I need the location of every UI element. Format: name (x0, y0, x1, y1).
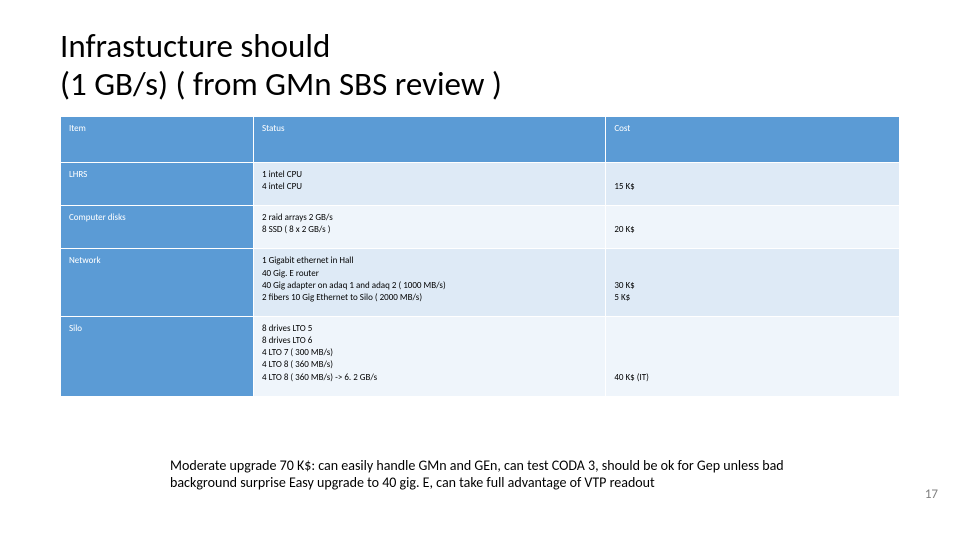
cell-status: 1 Gigabit ethernet in Hall 40 Gig. E rou… (253, 249, 605, 317)
infra-table: Item Status Cost LHRS 1 intel CPU 4 inte… (60, 116, 900, 397)
col-cost: Cost (606, 116, 900, 162)
summary-text: Moderate upgrade 70 K$: can easily handl… (170, 458, 810, 492)
cell-item: LHRS (61, 162, 254, 205)
table-row: Silo 8 drives LTO 5 8 drives LTO 6 4 LTO… (61, 317, 900, 397)
table-header-row: Item Status Cost (61, 116, 900, 162)
cell-cost: 30 K$ 5 K$ (606, 249, 900, 317)
slide-title: Infrastucture should (1 GB/s) ( from GMn… (60, 28, 900, 104)
cell-item: Silo (61, 317, 254, 397)
cell-cost: 20 K$ (606, 206, 900, 249)
cell-status: 8 drives LTO 5 8 drives LTO 6 4 LTO 7 ( … (253, 317, 605, 397)
page-number: 17 (925, 487, 938, 502)
col-status: Status (253, 116, 605, 162)
table-row: Computer disks 2 raid arrays 2 GB/s 8 SS… (61, 206, 900, 249)
cell-cost: 15 K$ (606, 162, 900, 205)
col-item: Item (61, 116, 254, 162)
cell-status: 2 raid arrays 2 GB/s 8 SSD ( 8 x 2 GB/s … (253, 206, 605, 249)
table-row: Network 1 Gigabit ethernet in Hall 40 Gi… (61, 249, 900, 317)
table-row: LHRS 1 intel CPU 4 intel CPU 15 K$ (61, 162, 900, 205)
cell-item: Computer disks (61, 206, 254, 249)
cell-status: 1 intel CPU 4 intel CPU (253, 162, 605, 205)
cell-cost: 40 K$ (IT) (606, 317, 900, 397)
cell-item: Network (61, 249, 254, 317)
title-line2: (1 GB/s) ( from GMn SBS review ) (60, 64, 502, 104)
title-line1: Infrastucture should (60, 26, 330, 66)
